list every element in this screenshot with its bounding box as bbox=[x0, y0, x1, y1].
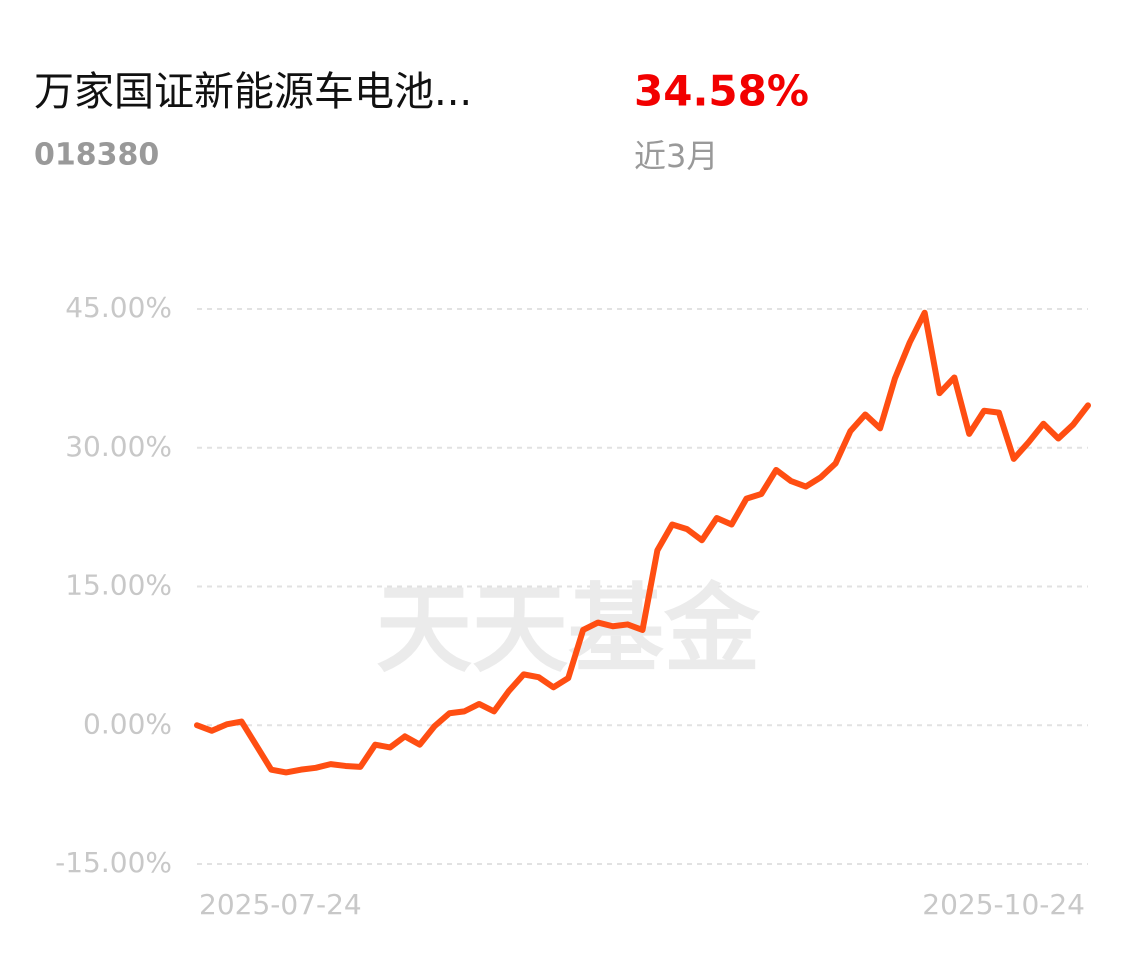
fund-code: 018380 bbox=[34, 138, 159, 173]
x-tick-label: 2025-10-24 bbox=[922, 888, 1085, 921]
y-tick-label: 0.00% bbox=[83, 707, 172, 740]
y-tick-label: 30.00% bbox=[65, 430, 172, 463]
x-tick-label: 2025-07-24 bbox=[199, 888, 362, 921]
return-value: 34.58% bbox=[634, 67, 809, 116]
fund-title: 万家国证新能源车电池... bbox=[34, 69, 472, 115]
y-tick-label: 15.00% bbox=[65, 569, 172, 602]
period-label: 近3月 bbox=[634, 137, 718, 175]
line bbox=[194, 309, 1091, 776]
y-tick-label: 45.00% bbox=[65, 291, 172, 324]
y-tick-label: -15.00% bbox=[55, 846, 172, 879]
watermark: 天天基金 bbox=[376, 573, 761, 685]
